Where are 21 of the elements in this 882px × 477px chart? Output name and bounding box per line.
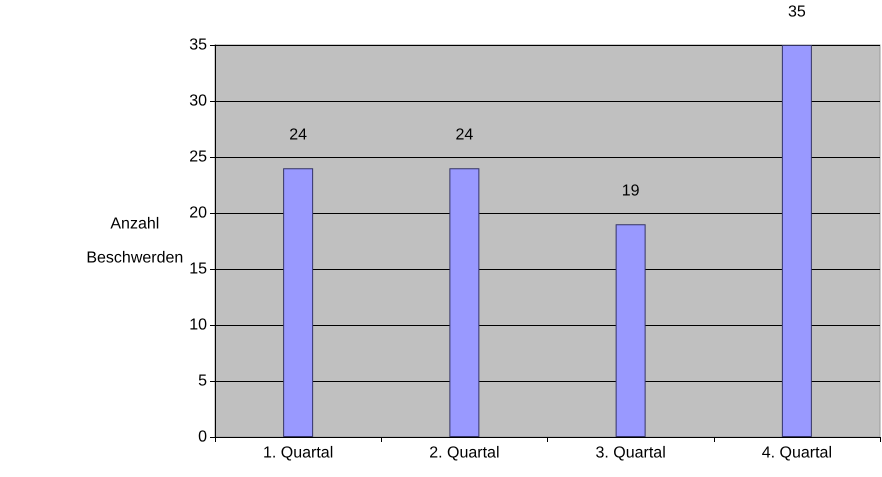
data-label: 24 xyxy=(455,126,474,144)
y-tick-label: 15 xyxy=(189,260,208,278)
data-label: 35 xyxy=(788,4,806,20)
x-tick-label: 4. Quartal xyxy=(762,444,832,462)
y-tick-label: 0 xyxy=(198,428,208,446)
y-tick-label: 10 xyxy=(189,316,208,334)
bar xyxy=(283,168,314,437)
data-label: 19 xyxy=(622,182,640,200)
data-label: 24 xyxy=(289,126,308,144)
y-tick-label: 20 xyxy=(189,204,208,222)
bar xyxy=(616,224,646,437)
y-tick-label: 25 xyxy=(189,148,208,166)
x-tick-label: 3. Quartal xyxy=(595,444,666,462)
bar xyxy=(449,168,480,437)
x-tick-label: 1. Quartal xyxy=(262,444,334,462)
y-tick-label: 35 xyxy=(189,36,208,54)
x-tick-label: 2. Quartal xyxy=(429,444,500,462)
y-tick-label: 5 xyxy=(198,372,208,390)
bar xyxy=(782,45,812,437)
y-axis-title: Anzahl Beschwerden xyxy=(86,216,184,266)
y-tick-label: 30 xyxy=(189,92,208,110)
